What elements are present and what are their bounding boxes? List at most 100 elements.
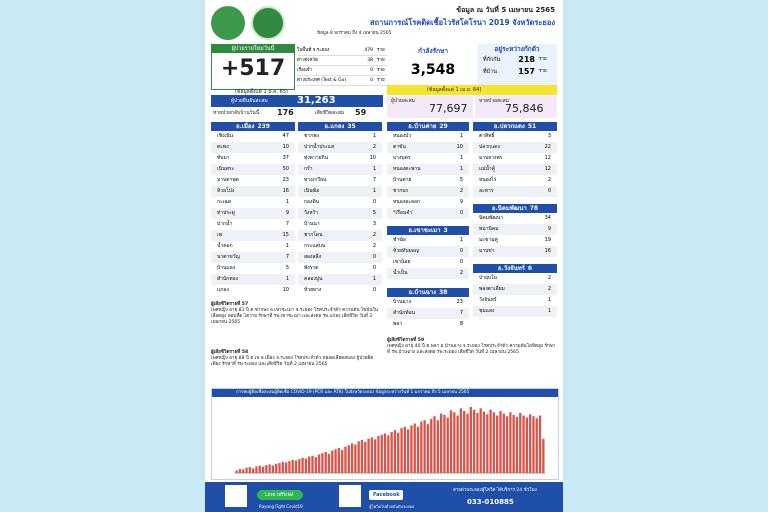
bar bbox=[443, 414, 446, 473]
bar bbox=[321, 453, 324, 473]
bar bbox=[317, 454, 321, 473]
count: 0 bbox=[372, 199, 376, 205]
breakdown-row: ต่างจังหวัด 38 ราย bbox=[297, 56, 387, 66]
count: 0 bbox=[372, 287, 376, 293]
district: อ.บ้านค่าย 29 หนองบัว 1 ตาขัน 10 บางบุตร 1 หนองต… bbox=[387, 122, 469, 219]
subdistrict: ชุมแสง bbox=[479, 308, 495, 314]
count: 23 bbox=[282, 177, 289, 183]
subdistrict: พนานิคม bbox=[479, 226, 499, 232]
bar bbox=[294, 460, 298, 473]
district-total: 78 bbox=[529, 205, 539, 212]
row: มาบข่า 16 bbox=[473, 246, 557, 257]
subdistrict: ห้วยทับมอญ bbox=[393, 248, 420, 254]
subdistrict: สำนักทอง bbox=[217, 276, 239, 282]
bar bbox=[479, 408, 482, 473]
label: ในพื้นที่ จ.ระยอง bbox=[297, 48, 330, 53]
district-name: อ.เขาชะเมา bbox=[408, 227, 441, 234]
row: กะเฉด 1 bbox=[211, 197, 295, 208]
row: กองดิน 0 bbox=[298, 197, 382, 208]
count: 9 bbox=[459, 199, 463, 205]
subdistrict: หนองไร่ bbox=[479, 177, 497, 183]
row: ป่ายุบใน 2 bbox=[473, 273, 557, 284]
subdistrict: ชากพง bbox=[304, 133, 319, 139]
row: พนานิคม 9 bbox=[473, 224, 557, 235]
phone: 033-010885 bbox=[467, 498, 514, 506]
subdistrict: สองสลึง bbox=[304, 254, 322, 260]
count: 10 bbox=[282, 287, 289, 293]
value: 59 bbox=[355, 108, 367, 117]
count: 10 bbox=[282, 144, 289, 150]
count: 7 bbox=[285, 254, 289, 260]
label: กำลังรักษา bbox=[417, 47, 449, 55]
bar bbox=[347, 445, 350, 473]
bar bbox=[463, 410, 466, 473]
district-total: 3 bbox=[443, 227, 448, 234]
bar bbox=[426, 424, 430, 473]
bar bbox=[522, 415, 525, 473]
row: ห้วยทับมอญ 0 bbox=[387, 246, 469, 257]
row: ท่าประดู่ 9 bbox=[211, 208, 295, 219]
row: ห้วยยาง 0 bbox=[298, 285, 382, 296]
row: เนินพระ 50 bbox=[211, 164, 295, 175]
district-header: อ.แกลง 35 bbox=[298, 122, 382, 131]
unit: ราย bbox=[377, 48, 385, 53]
logo bbox=[211, 6, 245, 40]
subdistrict: เนินฆ้อ bbox=[304, 188, 320, 194]
row: บ้านค่าย 5 bbox=[387, 175, 469, 186]
count: 1 bbox=[372, 166, 376, 172]
bar bbox=[374, 439, 377, 473]
bar bbox=[275, 463, 278, 473]
title: สถานการณ์โรคติดเชื้อไวรัสโคโรนา 2019 จัง… bbox=[370, 18, 555, 27]
row: บ้านแลง 5 bbox=[211, 263, 295, 274]
row: มาบยางพร 12 bbox=[473, 153, 557, 164]
row: ตะพง 10 bbox=[211, 142, 295, 153]
count: 2 bbox=[372, 144, 376, 150]
count: 1 bbox=[459, 237, 463, 243]
bar bbox=[258, 465, 261, 473]
new-cases-box: ผู้ป่วยรายใหม่วันนี้ +517 bbox=[211, 44, 295, 90]
subdistrict: ตาขัน bbox=[393, 144, 406, 150]
count: 1 bbox=[547, 308, 551, 314]
bar bbox=[492, 412, 496, 473]
count: 7 bbox=[372, 177, 376, 183]
district: อ.วังจันทร์ 6 ป่ายุบใน 2 พลงตาเอี่ยม 2 วังจันท… bbox=[473, 264, 557, 317]
subdistrict: บ้านฉาง bbox=[393, 299, 412, 305]
bar bbox=[486, 414, 489, 473]
death-title: ผู้เสียชีวิตรายที่ 58 bbox=[211, 350, 249, 355]
district-header: อ.ปลวกแดง 51 bbox=[473, 122, 557, 131]
district-header: อ.บ้านค่าย 29 bbox=[387, 122, 469, 131]
subdistrict: เพ bbox=[217, 232, 223, 238]
count: 5 bbox=[372, 210, 376, 216]
subdistrict: แกลง bbox=[217, 287, 229, 293]
quarantine-box: อยู่ระหว่างกักตัว ที่กักกัน 218 ราย ที่บ้าน… bbox=[477, 44, 557, 88]
bar bbox=[284, 462, 288, 473]
count: 2 bbox=[547, 177, 551, 183]
row: ชากพง 1 bbox=[298, 131, 382, 142]
row: น้ำคอก 1 bbox=[211, 241, 295, 252]
label: ต่างประเทศ (Test & Go) bbox=[297, 78, 347, 83]
subdistrict: ห้วยยาง bbox=[304, 287, 322, 293]
count: 7 bbox=[459, 310, 463, 316]
district-name: อ.วังจันทร์ bbox=[497, 265, 525, 272]
bar bbox=[245, 467, 248, 473]
row: ห้วยโป่ง 16 bbox=[211, 186, 295, 197]
label: ต่างจังหวัด bbox=[297, 58, 318, 63]
row: กระแสบน 2 bbox=[298, 241, 382, 252]
count: 2 bbox=[372, 232, 376, 238]
row: ปากน้ำประแส 2 bbox=[298, 142, 382, 153]
subdistrict: บ้านแลง bbox=[217, 265, 236, 271]
death-note: ผู้เสียชีวิตรายที่ 57 เพศหญิง อายุ 81 ปี … bbox=[211, 302, 381, 326]
district-total: 6 bbox=[527, 265, 533, 272]
district: อ.แกลง 35 ชากพง 1 ปากน้ำประแส 2 ทุ่งควายกิน 10 ก… bbox=[298, 122, 382, 296]
count: 3 bbox=[547, 133, 551, 139]
district-header: อ.วังจันทร์ 6 bbox=[473, 264, 557, 273]
death-title: ผู้เสียชีวิตรายที่ 57 bbox=[211, 302, 249, 307]
count: 5 bbox=[459, 177, 463, 183]
count: 1 bbox=[285, 243, 289, 249]
subdistrict: กองดิน bbox=[304, 199, 320, 205]
subdistrict: น้ำเป็น bbox=[393, 270, 408, 276]
bar bbox=[393, 430, 397, 473]
bar bbox=[304, 458, 308, 473]
bar bbox=[251, 468, 255, 473]
bar bbox=[542, 438, 545, 473]
